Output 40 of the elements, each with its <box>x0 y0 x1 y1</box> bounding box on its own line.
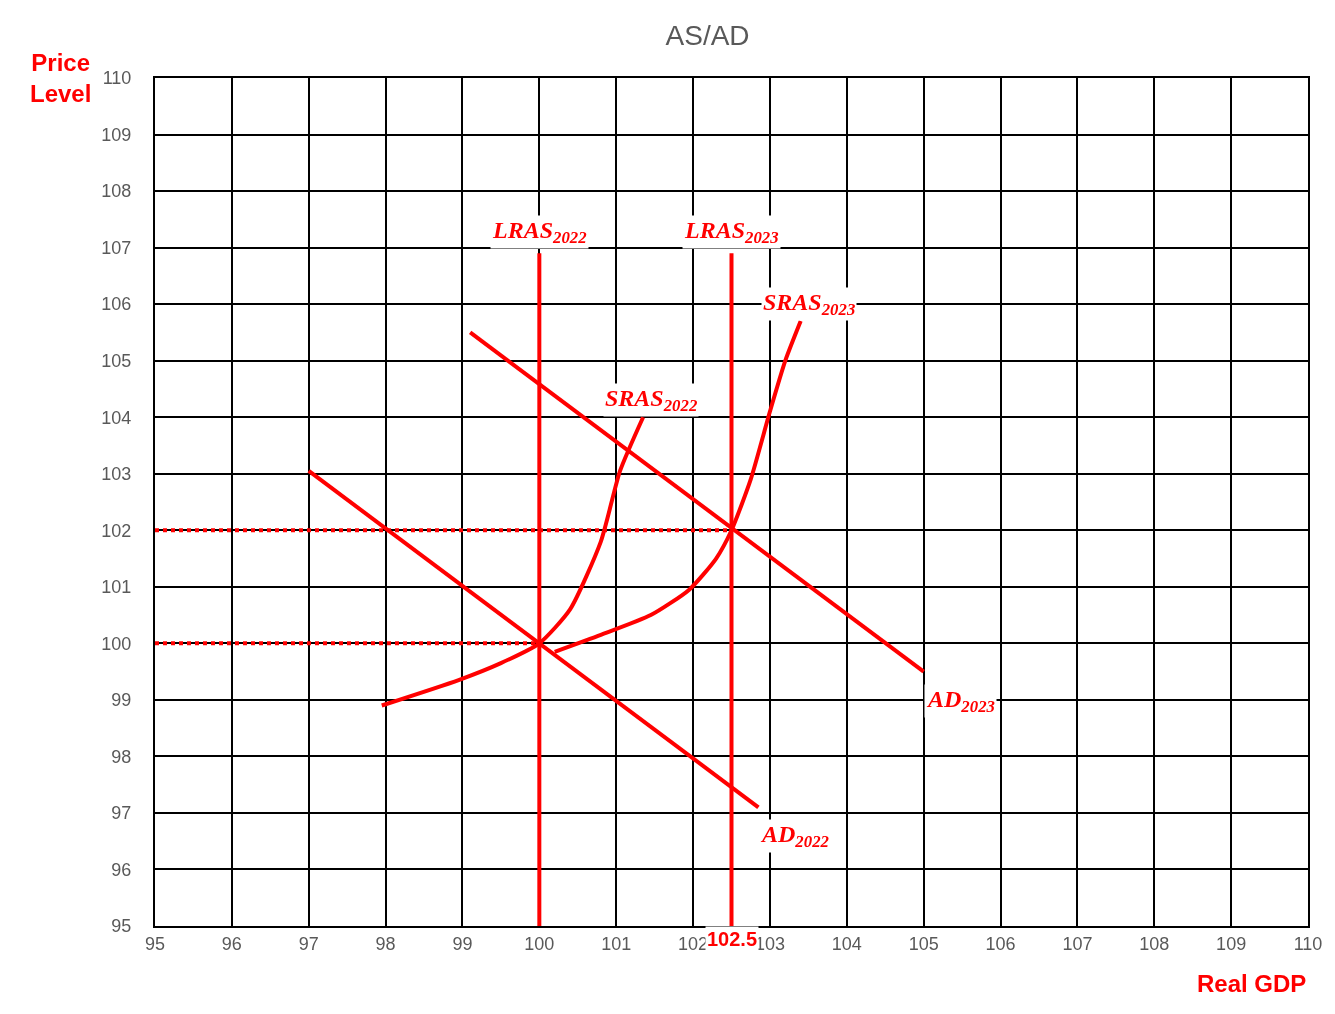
chart-title: AS/AD <box>665 19 750 51</box>
x-tick-label: 110 <box>1293 933 1323 954</box>
y-tick-label: 97 <box>111 803 132 824</box>
x-tick-label: 102 <box>678 933 709 954</box>
y-tick-label: 96 <box>111 859 132 880</box>
x-tick-label: 95 <box>144 933 166 954</box>
x-tick-label: 107 <box>1062 933 1093 954</box>
x-tick-label: 109 <box>1216 933 1247 954</box>
y-tick-label: 109 <box>101 124 132 145</box>
x-tick-label: 100 <box>524 933 555 954</box>
y-tick-label: 107 <box>101 237 132 258</box>
y-axis-title: Price Level <box>30 49 92 108</box>
x-tick-label: 97 <box>298 933 319 954</box>
y-tick-label: 103 <box>101 464 132 485</box>
y-tick-label: 110 <box>102 68 132 89</box>
y-tick-label: 98 <box>111 746 132 767</box>
series-label: SRAS$_{2023}$ <box>763 289 856 320</box>
x-tick-label: 105 <box>908 933 939 954</box>
series-label: AD$_{2023}$ <box>926 686 995 717</box>
y-tick-label: 95 <box>111 916 132 937</box>
x-axis-title: Real GDP <box>1197 970 1307 997</box>
x-tick-label: 98 <box>375 933 396 954</box>
y-tick-label: 106 <box>101 294 132 315</box>
x-tick-label: 96 <box>221 933 242 954</box>
y-tick-label: 100 <box>101 633 132 654</box>
series-label: AD$_{2022}$ <box>760 821 829 852</box>
series-label: SRAS$_{2022}$ <box>605 385 698 416</box>
y-tick-label: 105 <box>101 350 132 371</box>
x-tick-label: 104 <box>831 933 862 954</box>
y-tick-label: 101 <box>101 577 132 598</box>
x-tick-label: 106 <box>985 933 1016 954</box>
y-tick-label: 102 <box>101 520 132 541</box>
y-tick-label: 104 <box>101 407 132 428</box>
y-tick-label: 99 <box>111 690 132 711</box>
x-tick-label: 108 <box>1139 933 1170 954</box>
x-tick-label: 99 <box>452 933 473 954</box>
series-label: LRAS$_{2022}$ <box>492 217 587 248</box>
x-tick-label: 101 <box>601 933 632 954</box>
series-label: LRAS$_{2023}$ <box>684 217 779 248</box>
y-tick-label: 108 <box>101 181 132 202</box>
